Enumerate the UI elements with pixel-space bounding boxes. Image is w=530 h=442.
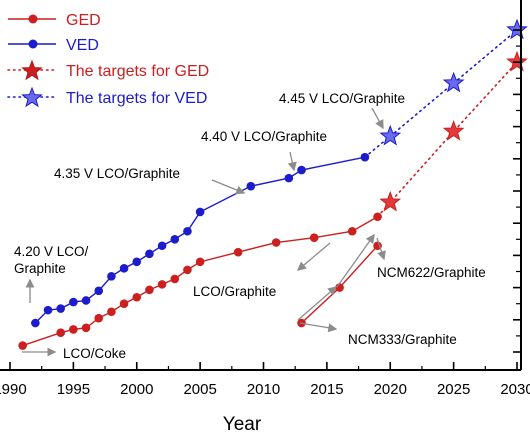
point-ved-2012 — [284, 173, 294, 183]
point-ged-2011 — [271, 238, 281, 247]
x-tick-label-2020: 2020 — [374, 381, 407, 398]
point-ved-1999 — [119, 263, 129, 273]
x-tick-label-2005: 2005 — [183, 381, 216, 398]
x-tick-label-1990: 1990 — [0, 381, 27, 398]
point-the-targets-for-ved-2020 — [379, 124, 402, 146]
legend-label-ged: GED — [66, 12, 101, 29]
point-ved-2000 — [132, 257, 142, 267]
annotation-4-45v-lco-graphite: 4.45 V LCO/Graphite — [279, 91, 405, 106]
point-ved-2002 — [157, 241, 167, 251]
point-ved-2018 — [360, 152, 370, 162]
x-tick-label-2030: 2030 — [500, 381, 530, 398]
point-ged-1995 — [69, 325, 78, 334]
point-ved-1998 — [107, 272, 116, 281]
point-the-targets-for-ged-2020 — [379, 190, 402, 212]
point-ved-1995 — [69, 297, 78, 307]
legend-marker-ged — [28, 14, 38, 24]
legend-marker-ved-targets — [21, 86, 43, 108]
arrow-ncm-trend-2 — [336, 233, 375, 288]
annotations: 4.20 V LCO/ Graphite 4.35 V LCO/Graphite… — [14, 91, 486, 361]
point-ved-2004 — [183, 226, 192, 236]
legend-marker-ved — [28, 39, 38, 49]
x-tick-label-1995: 1995 — [57, 381, 90, 398]
legend-label-ved: VED — [66, 37, 99, 54]
arrow-ncm622 — [376, 237, 386, 261]
point-ged-1997 — [94, 313, 104, 323]
annotation-4-20v-lco-graphite: 4.20 V LCO/ Graphite — [14, 244, 92, 276]
point-ged-1994 — [56, 328, 65, 337]
point-the-targets-for-ged-2030 — [506, 50, 528, 72]
annotation-ncm333-graphite: NCM333/Graphite — [348, 332, 457, 347]
annotation-lco-graphite: LCO/Graphite — [193, 284, 276, 299]
annotation-4-40v-lco-graphite: 4.40 V LCO/Graphite — [201, 129, 327, 144]
legend-label-ged-targets: The targets for GED — [66, 63, 209, 80]
point-ged-2001 — [145, 285, 154, 295]
point-ged-2004 — [183, 265, 192, 275]
point-the-targets-for-ved-2025 — [442, 71, 465, 93]
series-line-the-targets-for-ved — [364, 29, 518, 158]
x-axis-ticks: 1990 1995 2000 2005 2010 2015 2020 2025 2030 — [0, 362, 530, 398]
annotation-4-20v-line-1: 4.20 V LCO/ — [14, 244, 89, 259]
point-ved-2001 — [145, 249, 154, 259]
point-ged-2008 — [233, 247, 243, 257]
legend-entry-ved-targets: The targets for VED — [7, 86, 207, 108]
point-ged-2014 — [309, 233, 319, 242]
point-ved-1996 — [81, 296, 91, 305]
point-ved-2013 — [297, 165, 306, 175]
point-ged-2003 — [170, 274, 180, 284]
point-ged-1996 — [81, 323, 91, 333]
point-ged-2017 — [347, 226, 357, 236]
legend-entry-ged-targets: The targets for GED — [7, 59, 209, 81]
arrow-ncm-trend-1 — [297, 286, 338, 321]
series-line-the-targets-for-ged — [376, 61, 518, 218]
point-ved-2005 — [195, 207, 205, 217]
point-ged-2005 — [195, 257, 205, 267]
annotation-arrows — [22, 107, 386, 357]
plot-marks — [18, 18, 528, 350]
legend-entry-ved: VED — [8, 37, 99, 54]
arrow-ncm333 — [299, 322, 338, 333]
point-ved-1993 — [43, 305, 53, 315]
point-the-targets-for-ged-2025 — [442, 120, 465, 141]
arrow-4-35v — [211, 179, 246, 195]
legend: GED VED The targets for GED The targets … — [7, 12, 209, 108]
annotation-ncm622-graphite: NCM622/Graphite — [377, 265, 486, 280]
legend-entry-ged: GED — [8, 12, 101, 29]
legend-marker-ged-targets — [21, 59, 43, 81]
x-tick-label-2025: 2025 — [437, 381, 470, 398]
point-ged-1999 — [119, 299, 129, 309]
arrow-4-45v — [371, 107, 384, 130]
x-tick-label-2010: 2010 — [247, 381, 280, 398]
annotation-lco-coke: LCO/Coke — [63, 346, 126, 361]
point-ged-2000 — [132, 292, 142, 302]
annotation-4-35v-lco-graphite: 4.35 V LCO/Graphite — [54, 166, 180, 181]
x-axis-title: Year — [223, 414, 262, 435]
point-ged-2019 — [373, 212, 382, 222]
arrow-4-40v — [287, 151, 297, 172]
point-ged-1998 — [107, 307, 116, 317]
point-ved-1992 — [31, 318, 40, 328]
x-tick-label-2015: 2015 — [310, 381, 343, 398]
point-ged-1991 — [18, 341, 27, 350]
annotation-4-20v-line-2: Graphite — [14, 261, 66, 276]
point-ved-1997 — [94, 286, 104, 296]
point-ved-1994 — [56, 304, 65, 313]
point-ved-2003 — [170, 235, 180, 244]
arrow-lco-graphite — [296, 242, 331, 271]
legend-label-ved-targets: The targets for VED — [66, 90, 207, 107]
point-ged-2002 — [157, 280, 167, 289]
y-axis-ticks — [513, 29, 521, 353]
point-ncm-2016 — [335, 283, 344, 292]
point-ved-2009 — [246, 181, 256, 191]
point-the-targets-for-ved-2030 — [506, 18, 528, 40]
x-tick-label-2000: 2000 — [120, 381, 153, 398]
